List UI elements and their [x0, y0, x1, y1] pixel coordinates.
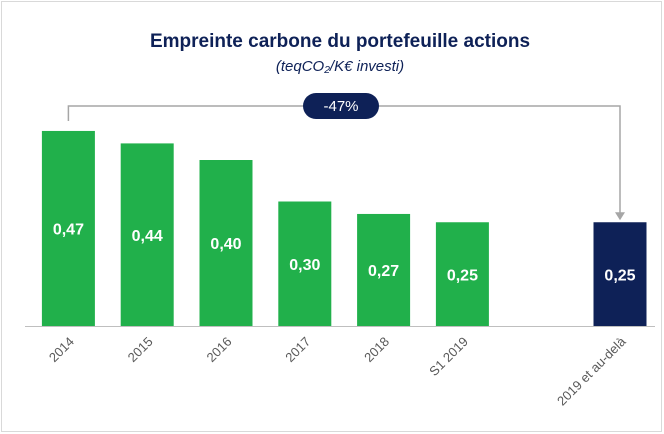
bar	[41, 130, 95, 326]
value-label: 0,25	[604, 267, 635, 284]
bar	[278, 201, 332, 326]
value-label: 0,47	[53, 222, 84, 239]
annotation-pill	[303, 93, 379, 119]
value-label: 0,40	[210, 236, 241, 253]
value-label: 0,44	[132, 228, 163, 245]
arrowhead	[615, 212, 625, 221]
bar	[435, 222, 489, 326]
chart-title: Empreinte carbone du portefeuille action…	[150, 31, 530, 52]
value-label: 0,27	[368, 263, 399, 280]
bar	[120, 143, 174, 326]
bar	[199, 160, 253, 326]
bar	[357, 213, 411, 326]
annotation: -47%	[323, 98, 358, 115]
chart-subtitle: (teqCO₂/K€ investi)	[276, 58, 404, 75]
value-label: 0,30	[289, 257, 320, 274]
value-label: 0,25	[447, 267, 478, 284]
bar	[593, 222, 647, 326]
